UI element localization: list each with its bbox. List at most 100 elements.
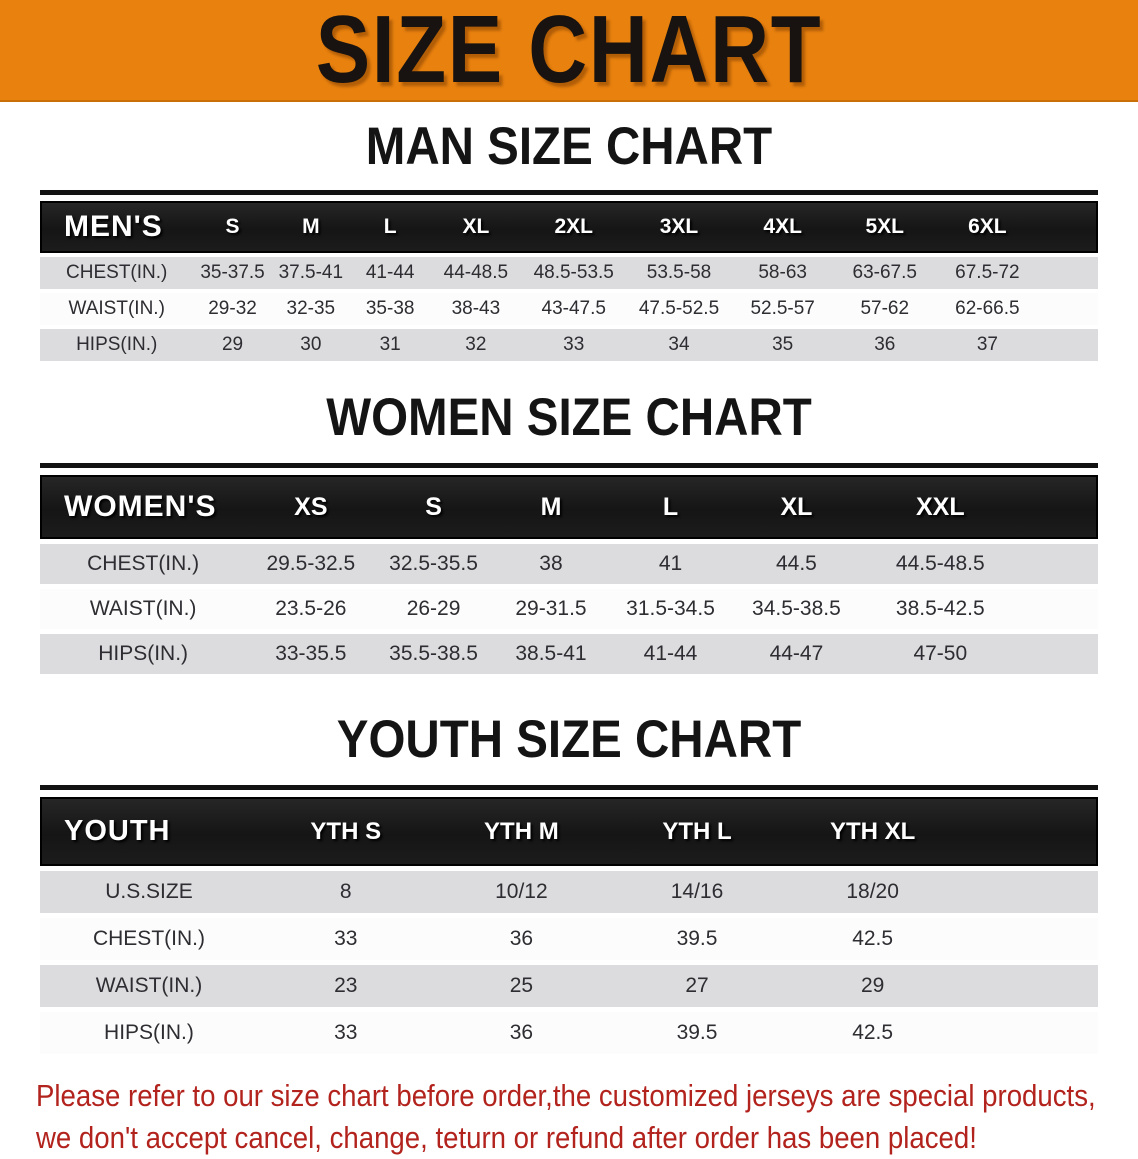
value-cell: 38.5-42.5 — [862, 589, 1019, 629]
table-row: CHEST(IN.) 29.5-32.5 32.5-35.5 38 41 44.5 44.5… — [40, 544, 1098, 584]
value-cell: 41-44 — [610, 634, 731, 674]
value-cell: 62-66.5 — [936, 293, 1039, 325]
value-cell: 38-43 — [430, 293, 522, 325]
row-spacer — [1038, 329, 1098, 361]
size-table-women: WOMEN'S XS S M L XL XXL CHEST(IN.) 29.5-32.5 32.5… — [40, 463, 1098, 679]
value-cell: 35-37.5 — [193, 257, 272, 289]
row-label: CHEST(IN.) — [40, 257, 194, 289]
table-row: CHEST(IN.) 35-37.5 37.5-41 41-44 44-48.5 48.5… — [40, 257, 1098, 289]
value-cell: 42.5 — [784, 918, 961, 960]
table-corner-label: WOMEN'S — [40, 475, 247, 539]
table-header-row: WOMEN'S XS S M L XL XXL — [40, 475, 1098, 539]
value-cell: 37 — [936, 329, 1039, 361]
value-cell: 35-38 — [349, 293, 431, 325]
value-cell: 29-31.5 — [491, 589, 611, 629]
row-label: HIPS(IN.) — [40, 634, 247, 674]
column-header: 2XL — [521, 201, 627, 253]
table-header-row: YOUTH YTH S YTH M YTH L YTH XL — [40, 797, 1098, 866]
column-header: 3XL — [626, 201, 732, 253]
table-header-row: MEN'S S M L XL 2XL 3XL 4XL 5XL 6XL — [40, 201, 1098, 253]
table-top-rule — [40, 463, 1098, 468]
column-header: S — [193, 201, 272, 253]
value-cell: 23.5-26 — [246, 589, 376, 629]
column-header: YTH M — [433, 797, 610, 866]
value-cell: 29 — [193, 329, 272, 361]
size-chart-main: MAN SIZE CHART MEN'S S M L XL 2XL 3XL 4XL 5XL 6XL C… — [0, 116, 1138, 1059]
table-row: HIPS(IN.) 33 36 39.5 42.5 — [40, 1012, 1098, 1054]
table-row: WAIST(IN.) 29-32 32-35 35-38 38-43 43-47.5 47.… — [40, 293, 1098, 325]
value-cell: 8 — [257, 871, 434, 913]
value-cell: 39.5 — [609, 918, 785, 960]
column-header: YTH XL — [784, 797, 961, 866]
row-label: CHEST(IN.) — [40, 918, 258, 960]
row-label: HIPS(IN.) — [40, 329, 194, 361]
value-cell: 27 — [609, 965, 785, 1007]
row-spacer — [1038, 293, 1098, 325]
table-row: WAIST(IN.) 23 25 27 29 — [40, 965, 1098, 1007]
header-spacer — [960, 797, 1098, 866]
value-cell: 44.5-48.5 — [862, 544, 1019, 584]
table-row: CHEST(IN.) 33 36 39.5 42.5 — [40, 918, 1098, 960]
row-label: CHEST(IN.) — [40, 544, 247, 584]
row-spacer — [960, 871, 1098, 913]
column-header: M — [491, 475, 611, 539]
disclaimer: Please refer to our size chart before or… — [36, 1075, 1138, 1159]
size-chart-banner: SIZE CHART — [0, 0, 1138, 102]
value-cell: 38 — [491, 544, 611, 584]
value-cell: 35.5-38.5 — [375, 634, 492, 674]
column-header: S — [375, 475, 492, 539]
value-cell: 32 — [430, 329, 522, 361]
column-header: 5XL — [833, 201, 937, 253]
column-header: L — [610, 475, 731, 539]
value-cell: 23 — [257, 965, 434, 1007]
table-row: U.S.SIZE 8 10/12 14/16 18/20 — [40, 871, 1098, 913]
row-spacer — [960, 918, 1098, 960]
value-cell: 29-32 — [193, 293, 272, 325]
value-cell: 33-35.5 — [246, 634, 376, 674]
value-cell: 53.5-58 — [626, 257, 732, 289]
header-spacer — [1038, 201, 1098, 253]
value-cell: 33 — [257, 918, 434, 960]
row-spacer — [1018, 544, 1098, 584]
row-spacer — [1038, 257, 1098, 289]
value-cell: 44.5 — [730, 544, 863, 584]
value-cell: 41-44 — [349, 257, 431, 289]
value-cell: 47-50 — [862, 634, 1019, 674]
disclaimer-line-2: we don't accept cancel, change, teturn o… — [36, 1120, 977, 1156]
value-cell: 35 — [731, 329, 834, 361]
table-top-rule — [40, 785, 1098, 790]
value-cell: 43-47.5 — [521, 293, 627, 325]
disclaimer-line-1: Please refer to our size chart before or… — [36, 1078, 1096, 1113]
value-cell: 29 — [784, 965, 961, 1007]
row-label: WAIST(IN.) — [40, 965, 258, 1007]
value-cell: 34.5-38.5 — [730, 589, 863, 629]
row-spacer — [1018, 589, 1098, 629]
value-cell: 38.5-41 — [491, 634, 611, 674]
value-cell: 52.5-57 — [731, 293, 834, 325]
column-header: 6XL — [936, 201, 1039, 253]
value-cell: 57-62 — [833, 293, 937, 325]
value-cell: 42.5 — [784, 1012, 961, 1054]
table-top-rule — [40, 190, 1098, 195]
column-header: XL — [430, 201, 522, 253]
value-cell: 44-48.5 — [430, 257, 522, 289]
size-section-women: WOMEN SIZE CHART WOMEN'S XS S M L XL XXL CHEST(I… — [0, 387, 1138, 679]
value-cell: 31.5-34.5 — [610, 589, 731, 629]
column-header: 4XL — [731, 201, 834, 253]
value-cell: 39.5 — [609, 1012, 785, 1054]
value-cell: 37.5-41 — [271, 257, 350, 289]
value-cell: 26-29 — [375, 589, 492, 629]
column-header: L — [349, 201, 431, 253]
section-title-men: MAN SIZE CHART — [365, 116, 773, 176]
column-header: M — [271, 201, 350, 253]
table-row: HIPS(IN.) 29 30 31 32 33 34 35 36 37 — [40, 329, 1098, 361]
column-header: XXL — [862, 475, 1019, 539]
column-header: XL — [730, 475, 863, 539]
size-table-youth: YOUTH YTH S YTH M YTH L YTH XL U.S.SIZE 8 10/12… — [40, 785, 1098, 1059]
table-row: HIPS(IN.) 33-35.5 35.5-38.5 38.5-41 41-44 44-… — [40, 634, 1098, 674]
value-cell: 58-63 — [731, 257, 834, 289]
row-spacer — [960, 1012, 1098, 1054]
table-corner-label: YOUTH — [40, 797, 258, 866]
row-label: HIPS(IN.) — [40, 1012, 258, 1054]
section-title-women: WOMEN SIZE CHART — [326, 387, 812, 447]
